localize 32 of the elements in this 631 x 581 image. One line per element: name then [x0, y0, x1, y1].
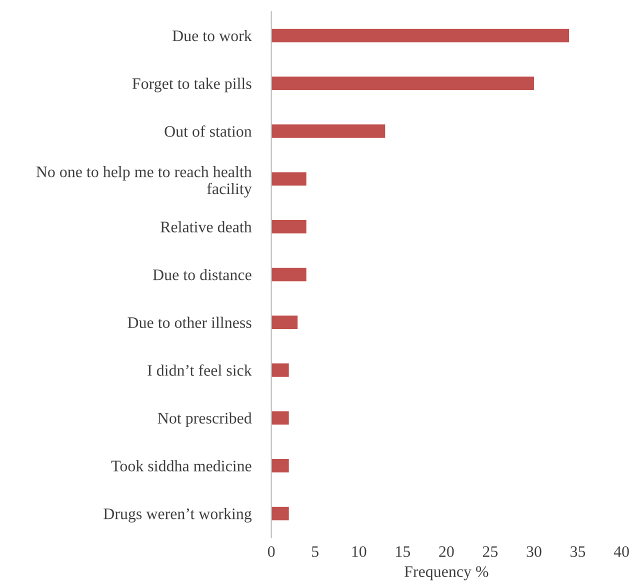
y-tick-label: Not prescribed — [158, 412, 252, 427]
y-tick-label: Due to other illness — [128, 316, 252, 328]
bar — [271, 363, 289, 377]
bar — [271, 506, 289, 520]
x-tick-label: 0 — [268, 546, 275, 557]
x-tick-label: 30 — [526, 546, 542, 557]
x-tick-label: 35 — [570, 546, 586, 557]
bar — [271, 124, 386, 138]
bar — [271, 172, 306, 186]
x-tick-label: 40 — [614, 546, 629, 557]
y-tick-label: Due to work — [172, 30, 252, 42]
y-tick-label: Took siddha medicine — [111, 460, 252, 472]
bar — [271, 76, 534, 90]
y-tick-label: Due to distance — [152, 268, 252, 280]
bar — [271, 268, 306, 282]
x-tick-label: 15 — [396, 546, 410, 557]
x-tick-label: 5 — [312, 546, 318, 557]
y-tick-label: Out of station — [164, 125, 252, 137]
y-tick-label: No one to help me to reach health facility — [36, 166, 252, 198]
bar — [271, 28, 570, 42]
y-tick-label: I didn’t feel sick — [148, 364, 252, 376]
x-tick-label: 20 — [439, 546, 454, 557]
y-tick-label: Forget to take pills — [132, 78, 252, 92]
x-tick-label: 25 — [482, 546, 498, 557]
bar — [271, 220, 306, 234]
bar — [271, 411, 289, 425]
x-tick-label: 10 — [352, 546, 366, 557]
bar — [271, 316, 298, 330]
x-axis-title: Frequency % — [404, 566, 488, 580]
y-tick-label: Drugs weren’t working — [104, 508, 252, 523]
y-tick-label: Relative death — [160, 221, 252, 232]
bar — [271, 459, 289, 472]
